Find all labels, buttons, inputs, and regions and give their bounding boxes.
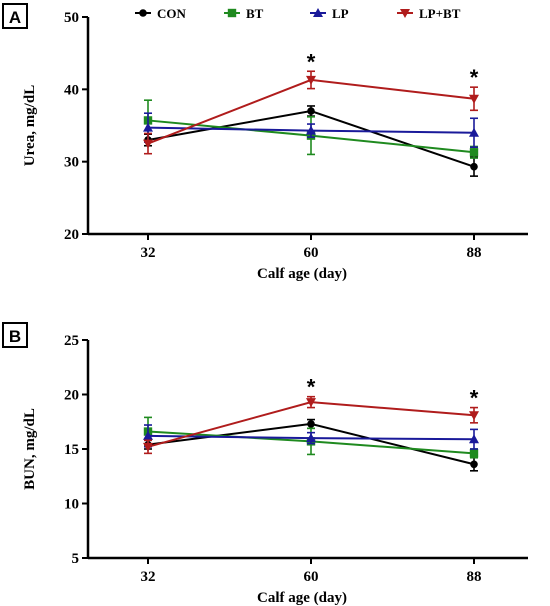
series-lp-plus-bt bbox=[143, 70, 479, 155]
x-tick-label-88: 88 bbox=[467, 569, 482, 585]
legend-label-lp-plus-bt: LP+BT bbox=[419, 6, 461, 21]
panel-b: B 5 10 15 20 25 32 60 88 Calf age (day) BUN, mg/dL… bbox=[2, 322, 528, 606]
data-point-lp-32 bbox=[143, 430, 153, 440]
legend-label-con: CON bbox=[157, 6, 187, 21]
legend-marker-lp bbox=[313, 8, 323, 17]
panel-label-box bbox=[2, 322, 28, 348]
legend-marker-bt bbox=[227, 8, 237, 18]
y-tick-label-15: 15 bbox=[64, 442, 79, 458]
series-lp-plus-bt bbox=[143, 395, 479, 455]
legend-item-con: CON bbox=[135, 6, 187, 21]
y-tick-label-30: 30 bbox=[64, 155, 79, 171]
data-point-lp-32 bbox=[143, 122, 153, 132]
significance-marker-60: * bbox=[307, 49, 316, 74]
data-point-lp-plus-bt-32 bbox=[143, 442, 153, 452]
panel-label: A bbox=[9, 8, 21, 27]
panel-a: A 20 30 40 50 32 60 88 Calf age (day) Urea, mg/dL… bbox=[2, 3, 528, 282]
significance-marker-88: * bbox=[470, 65, 479, 90]
legend-marker-con bbox=[139, 9, 147, 17]
significance-marker-88: * bbox=[470, 386, 479, 411]
y-tick-label-20: 20 bbox=[64, 227, 79, 243]
legend-marker-lp-plus-bt bbox=[400, 9, 410, 18]
significance-marker-60: * bbox=[307, 375, 316, 400]
legend-label-lp: LP bbox=[332, 6, 349, 21]
data-point-bt-88 bbox=[469, 148, 479, 157]
data-point-lp-plus-bt-60 bbox=[306, 398, 316, 408]
legend-item-lp-plus-bt: LP+BT bbox=[397, 6, 461, 21]
data-point-lp-plus-bt-32 bbox=[143, 139, 153, 149]
y-axis-title: BUN, mg/dL bbox=[22, 408, 38, 490]
x-tick-label-32: 32 bbox=[141, 245, 156, 261]
legend-item-lp: LP bbox=[310, 6, 349, 21]
data-point-con-60 bbox=[307, 420, 315, 428]
x-axis-title: Calf age (day) bbox=[257, 266, 347, 282]
data-point-lp-88 bbox=[469, 434, 479, 444]
x-tick-label-88: 88 bbox=[467, 245, 482, 261]
data-point-con-88 bbox=[470, 460, 478, 469]
panel-label: B bbox=[9, 327, 21, 346]
data-point-lp-60 bbox=[306, 433, 316, 443]
y-tick-label-40: 40 bbox=[64, 82, 79, 98]
x-tick-label-60: 60 bbox=[304, 569, 319, 585]
data-point-lp-plus-bt-60 bbox=[306, 75, 316, 85]
data-point-bt-88 bbox=[469, 449, 479, 458]
data-point-lp-60 bbox=[306, 125, 316, 135]
y-axis-title: Urea, mg/dL bbox=[22, 85, 38, 166]
y-tick-label-25: 25 bbox=[64, 333, 79, 349]
legend-item-bt: BT bbox=[224, 6, 264, 21]
panel-label-box bbox=[2, 3, 28, 29]
x-tick-label-32: 32 bbox=[141, 569, 156, 585]
data-point-con-60 bbox=[307, 107, 315, 115]
data-point-lp-plus-bt-88 bbox=[469, 411, 479, 421]
y-tick-label-10: 10 bbox=[64, 497, 79, 513]
x-tick-label-60: 60 bbox=[304, 245, 319, 261]
data-point-con-88 bbox=[470, 162, 478, 171]
legend-label-bt: BT bbox=[246, 6, 264, 21]
legend: CON BT LP LP+BT bbox=[135, 6, 461, 21]
series-lp bbox=[143, 424, 479, 450]
y-tick-label-5: 5 bbox=[72, 551, 80, 567]
x-axis-title: Calf age (day) bbox=[257, 590, 347, 606]
y-tick-label-20: 20 bbox=[64, 388, 79, 404]
data-point-lp-plus-bt-88 bbox=[469, 94, 479, 104]
data-point-lp-88 bbox=[469, 127, 479, 137]
y-tick-label-50: 50 bbox=[64, 10, 79, 26]
series-lp bbox=[143, 112, 479, 148]
